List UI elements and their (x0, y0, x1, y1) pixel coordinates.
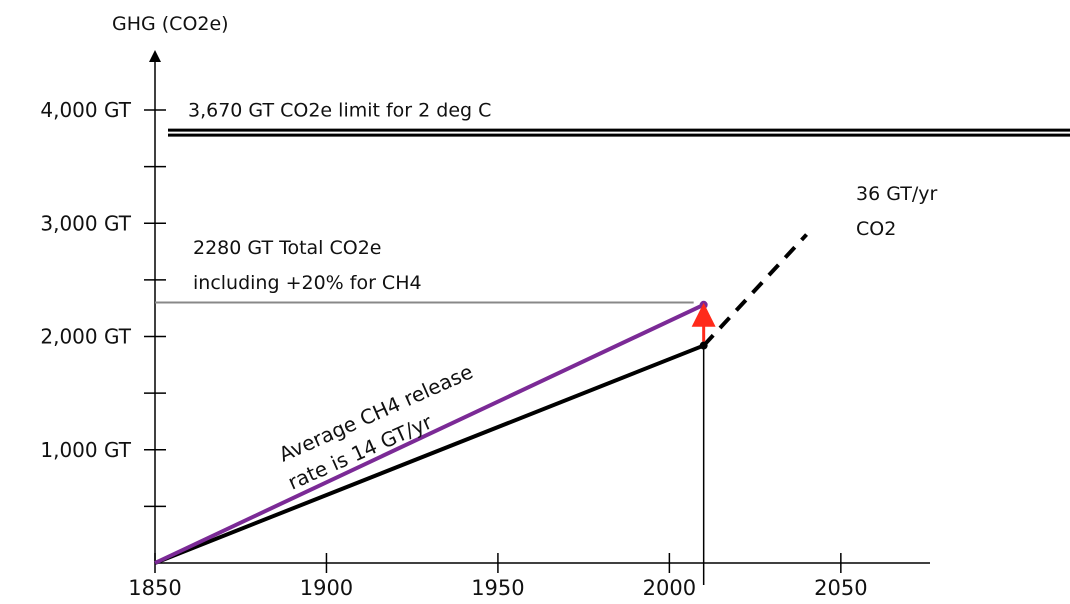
total-endpoint-point (699, 300, 708, 309)
co2-endpoint-point (699, 341, 708, 350)
rate-annotation-line-2: CO2 (856, 218, 896, 240)
total-annotation-line-1: 2280 GT Total CO2e (193, 237, 382, 259)
series-layer (154, 233, 809, 565)
x-tick-label: 1950 (471, 576, 524, 600)
x-tick-label: 1900 (300, 576, 353, 600)
limit-label: 3,670 GT CO2e limit for 2 deg C (188, 100, 491, 122)
total-annotation-line-2: including +20% for CH4 (193, 272, 422, 294)
y-tick-label: 3,000 GT (40, 211, 131, 235)
y-axis-label: GHG (CO2e) (112, 13, 229, 35)
co2-series-line (154, 343, 705, 565)
y-ticks: 1,000 GT 2,000 GT 3,000 GT 4,000 GT (40, 98, 166, 508)
y-tick-label: 2,000 GT (40, 325, 131, 349)
x-tick-label: 1850 (128, 576, 181, 600)
x-ticks: 1850 1900 1950 2000 2050 (128, 553, 868, 600)
x-tick-label: 2000 (643, 576, 696, 600)
projection-series-line (702, 233, 809, 347)
total-series-line (154, 302, 705, 565)
rate-annotation-line-1: 36 GT/yr (856, 183, 938, 205)
x-tick-label: 2050 (814, 576, 867, 600)
y-tick-label: 1,000 GT (40, 438, 131, 462)
y-tick-label: 4,000 GT (40, 98, 131, 122)
